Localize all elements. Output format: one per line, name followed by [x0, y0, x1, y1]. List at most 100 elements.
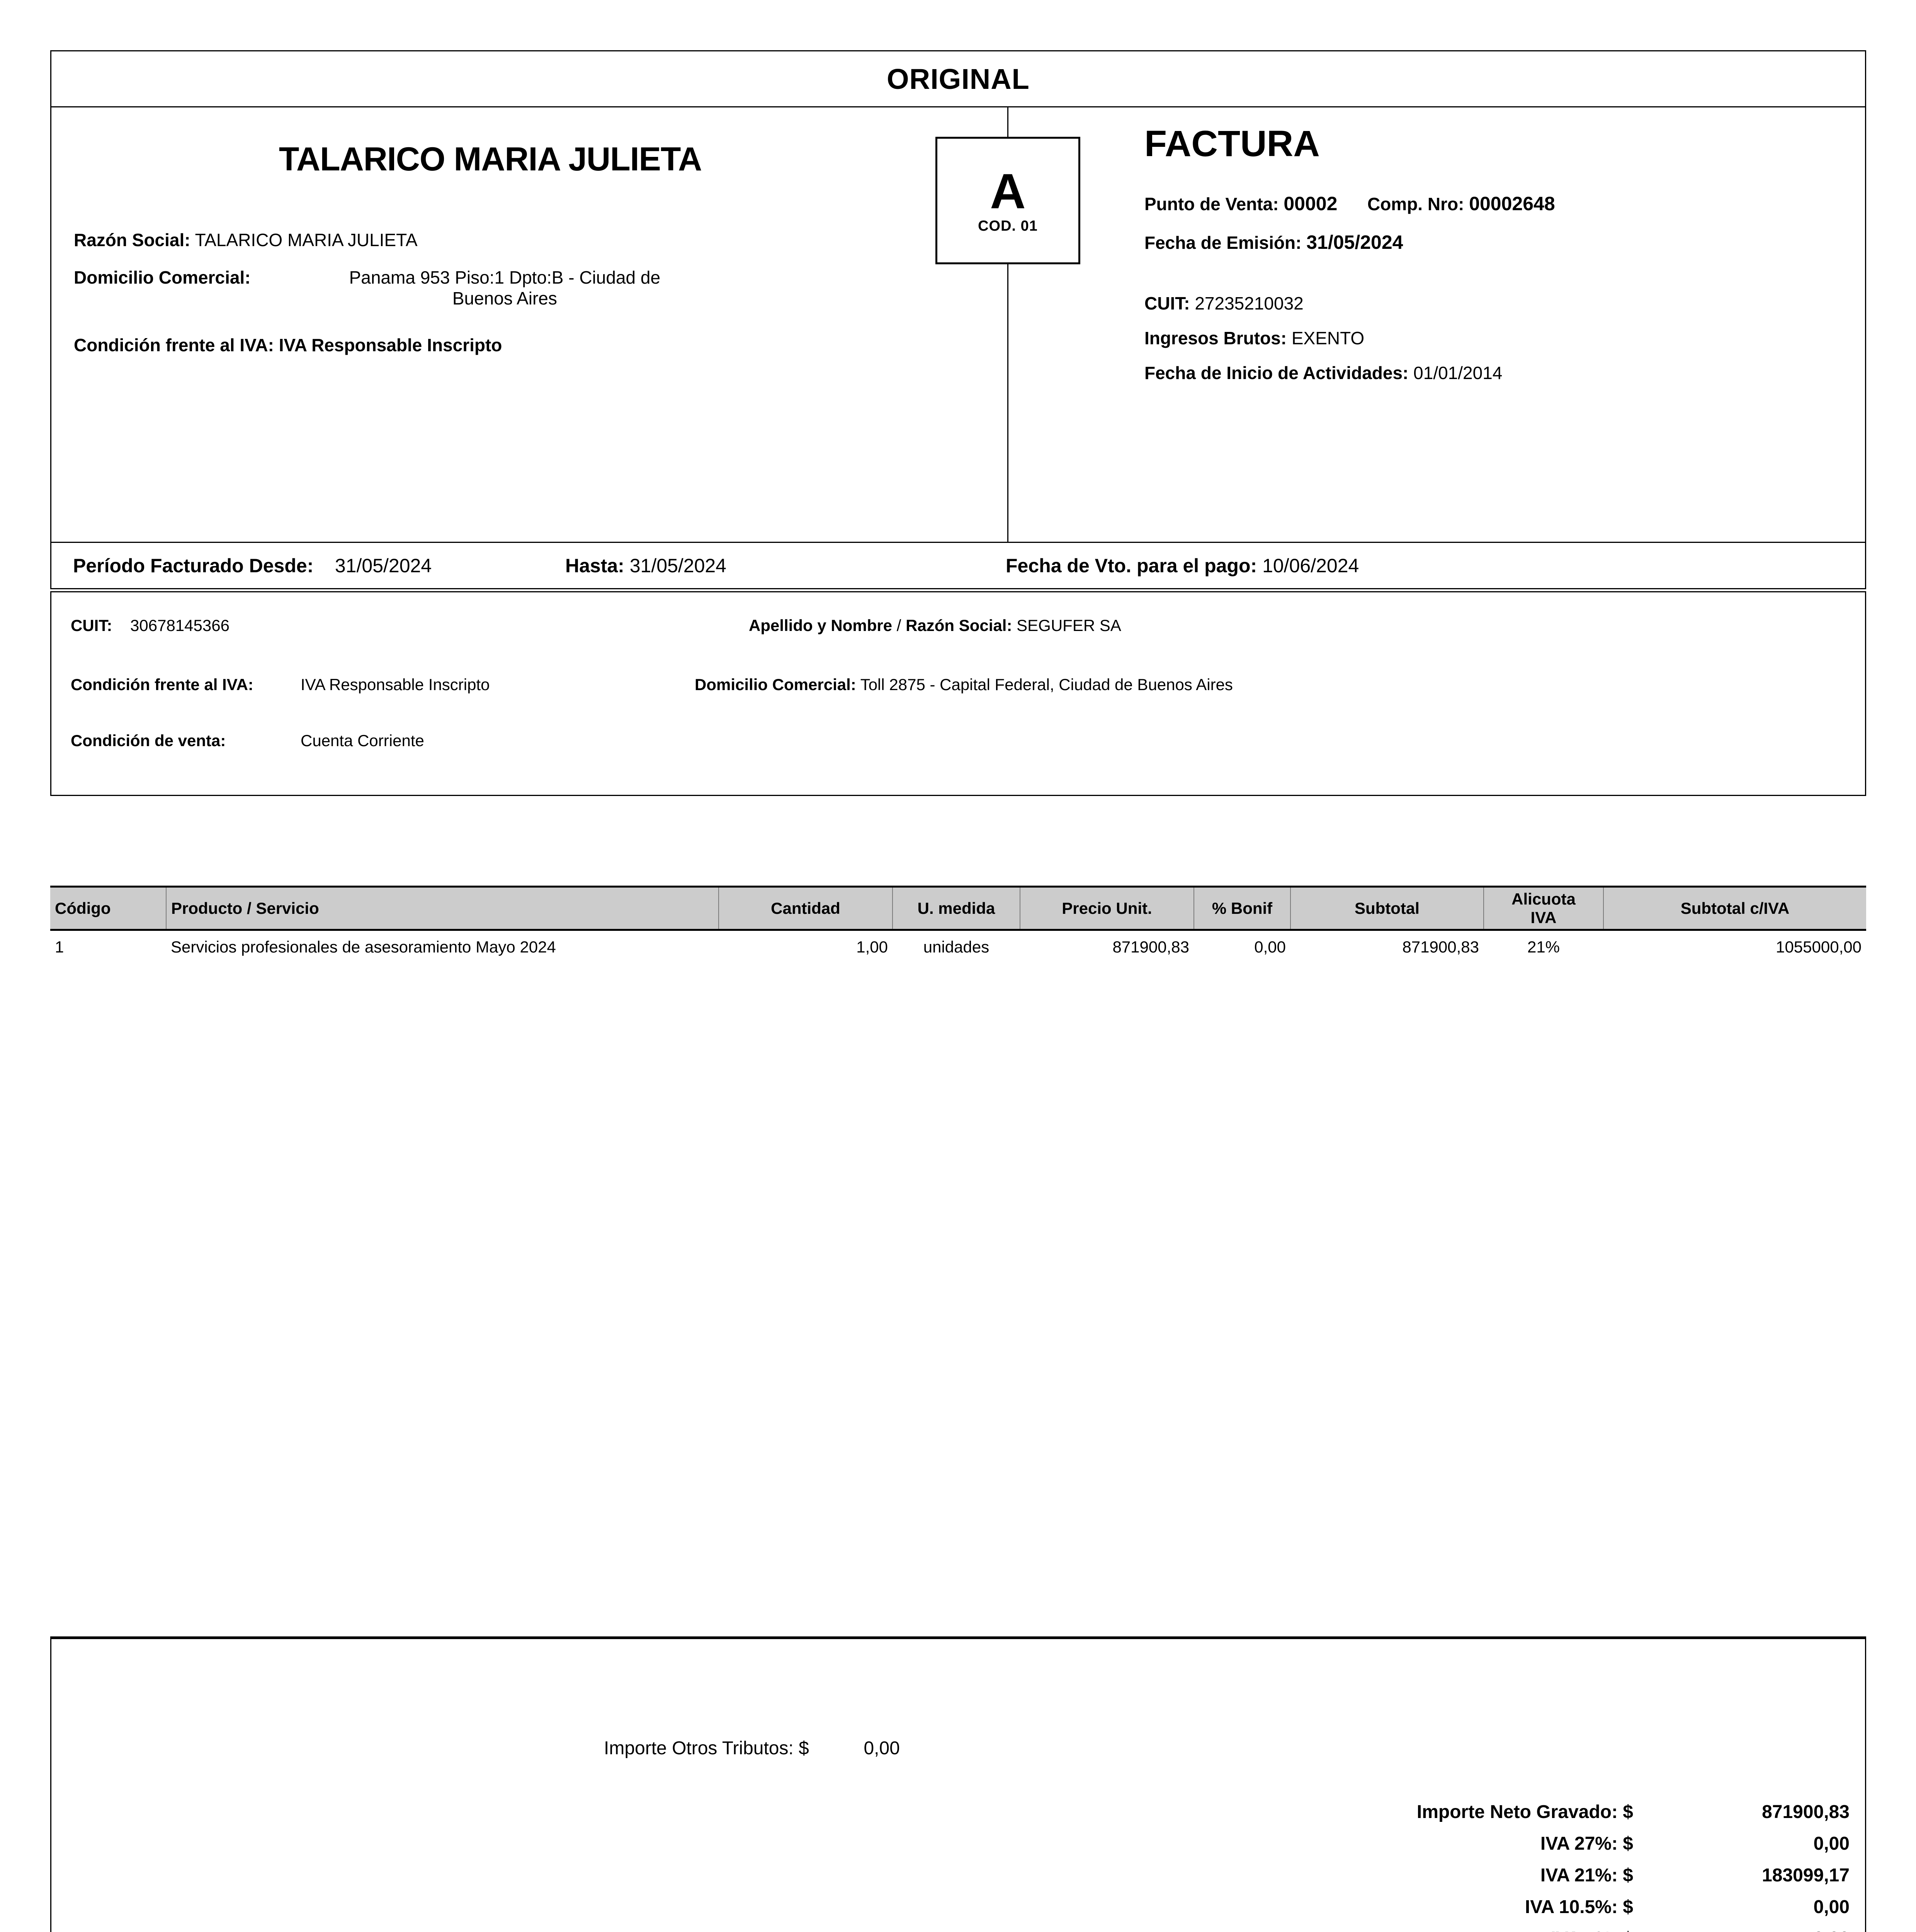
- table-row: 1 Servicios profesionales de asesoramien…: [50, 930, 1866, 957]
- col-header-precio-unit: Precio Unit.: [1020, 886, 1194, 931]
- cell-producto: Servicios profesionales de asesoramiento…: [171, 938, 556, 956]
- total-value-iva5: 0,00: [1633, 1928, 1850, 1932]
- header-vertical-divider: [1007, 107, 1008, 543]
- customer-address-row: Domicilio Comercial: Toll 2875 - Capital…: [695, 675, 1233, 694]
- fecha-emision-label: Fecha de Emisión:: [1144, 233, 1302, 253]
- comprobante-block: FACTURA Punto de Venta: 00002 Comp. Nro:…: [1008, 107, 1866, 543]
- total-label-iva21: IVA 21%: $: [1540, 1865, 1633, 1886]
- customer-sale-condition-label-wrap: Condición de venta:: [71, 731, 226, 750]
- col-header-alicuota-line2: IVA: [1530, 908, 1557, 927]
- customer-address-value: Toll 2875 - Capital Federal, Ciudad de B…: [860, 675, 1233, 694]
- customer-cuit-value: 30678145366: [130, 616, 230, 634]
- totals-box: Importe Otros Tributos: $ 0,00 Importe N…: [50, 1636, 1866, 1932]
- fecha-emision-value: 31/05/2024: [1306, 231, 1403, 253]
- otros-tributos-inline-label: Importe Otros Tributos: $: [604, 1738, 809, 1759]
- issuer-razon-social-label: Razón Social:: [74, 230, 190, 250]
- col-header-alicuota-line1: Alicuota: [1511, 889, 1576, 908]
- col-header-subtotal: Subtotal: [1290, 886, 1484, 931]
- punto-venta-label: Punto de Venta:: [1144, 194, 1279, 214]
- customer-cuit-label: CUIT:: [71, 616, 112, 634]
- fecha-emision-row: Fecha de Emisión: 31/05/2024: [1144, 231, 1403, 253]
- total-label-iva105: IVA 10.5%: $: [1525, 1897, 1633, 1917]
- punto-venta-value: 00002: [1284, 193, 1338, 214]
- customer-name-value: SEGUFER SA: [1017, 616, 1121, 634]
- cell-umedida: unidades: [923, 938, 989, 956]
- col-header-subtotal-civa: Subtotal c/IVA: [1603, 886, 1866, 931]
- issuer-address-line2: Buenos Aires: [452, 288, 557, 308]
- comp-nro-value: 00002648: [1469, 193, 1555, 214]
- periodo-hasta-value: 31/05/2024: [629, 554, 726, 577]
- document-title: FACTURA: [1144, 123, 1320, 164]
- customer-iva-condition-label-wrap: Condición frente al IVA:: [71, 675, 253, 694]
- issuer-razon-social-value: TALARICO MARIA JULIETA: [195, 230, 418, 250]
- issuer-cuit-row: CUIT: 27235210032: [1144, 293, 1304, 314]
- vto-pago-label: Fecha de Vto. para el pago:: [1006, 554, 1257, 577]
- total-row-neto: Importe Neto Gravado: $ 871900,83: [1038, 1801, 1850, 1833]
- total-row-iva21: IVA 21%: $ 183099,17: [1038, 1865, 1850, 1896]
- issuer-address-line1: Panama 953 Piso:1 Dpto:B - Ciudad de: [349, 267, 661, 287]
- customer-sale-condition-value-wrap: Cuenta Corriente: [301, 731, 424, 750]
- total-value-neto: 871900,83: [1762, 1802, 1850, 1822]
- cell-cantidad: 1,00: [856, 938, 888, 956]
- customer-iva-condition-label: Condición frente al IVA:: [71, 675, 253, 694]
- customer-iva-condition-value-wrap: IVA Responsable Inscripto: [301, 675, 490, 694]
- total-label-iva27: IVA 27%: $: [1540, 1833, 1633, 1854]
- invoice-type-letter: A: [990, 163, 1026, 219]
- periodo-hasta-row: Hasta: 31/05/2024: [565, 554, 726, 577]
- customer-sale-condition-value: Cuenta Corriente: [301, 731, 424, 750]
- customer-name-label-2: Razón Social:: [906, 616, 1012, 634]
- invoice-type-code: COD. 01: [978, 218, 1038, 234]
- total-value-iva27: 0,00: [1813, 1833, 1850, 1854]
- comp-nro-label: Comp. Nro:: [1367, 194, 1464, 214]
- otros-tributos-inline-value: 0,00: [864, 1738, 900, 1759]
- header-columns: TALARICO MARIA JULIETA Razón Social: TAL…: [51, 107, 1865, 543]
- fecha-inicio-value: 01/01/2014: [1413, 363, 1503, 383]
- cell-alicuota-iva: 21%: [1527, 938, 1560, 956]
- customer-cuit-row: CUIT: 30678145366: [71, 616, 230, 635]
- cell-bonif: 0,00: [1254, 938, 1286, 956]
- periodo-facturado-box: Período Facturado Desde: 31/05/2024 Hast…: [50, 543, 1866, 589]
- periodo-desde-label: Período Facturado Desde:: [73, 554, 314, 577]
- ingresos-brutos-row: Ingresos Brutos: EXENTO: [1144, 328, 1364, 349]
- issuer-address-row: Domicilio Comercial: Panama 953 Piso:1 D…: [74, 267, 986, 309]
- ingresos-brutos-value: EXENTO: [1291, 328, 1365, 348]
- invoice-header: ORIGINAL TALARICO MARIA JULIETA Razón So…: [50, 50, 1866, 543]
- punto-venta-row: Punto de Venta: 00002 Comp. Nro: 0000264…: [1144, 192, 1555, 215]
- issuer-block: TALARICO MARIA JULIETA Razón Social: TAL…: [51, 107, 1007, 543]
- issuer-cuit-value: 27235210032: [1195, 293, 1304, 313]
- issuer-iva-condition-value: IVA Responsable Inscripto: [279, 335, 502, 355]
- col-header-producto: Producto / Servicio: [166, 886, 719, 931]
- customer-address-label: Domicilio Comercial:: [695, 675, 856, 694]
- customer-name-row: Apellido y Nombre / Razón Social: SEGUFE…: [749, 616, 1121, 635]
- otros-tributos-inline-row: Importe Otros Tributos: $ 0,00: [604, 1738, 949, 1759]
- total-value-iva105: 0,00: [1813, 1897, 1850, 1917]
- vto-pago-row: Fecha de Vto. para el pago: 10/06/2024: [1006, 554, 1359, 577]
- col-header-bonif: % Bonif: [1193, 886, 1291, 931]
- total-label-iva5: IVA 5%: $: [1551, 1928, 1633, 1932]
- col-header-cantidad: Cantidad: [718, 886, 893, 931]
- items-table-header-row: Código Producto / Servicio Cantidad U. m…: [50, 886, 1866, 931]
- invoice-type-box: A COD. 01: [935, 137, 1080, 264]
- invoice-page: ORIGINAL TALARICO MARIA JULIETA Razón So…: [50, 50, 1866, 1932]
- copy-type-band: ORIGINAL: [51, 51, 1865, 107]
- ingresos-brutos-label: Ingresos Brutos:: [1144, 328, 1287, 348]
- items-table-wrap: Código Producto / Servicio Cantidad U. m…: [50, 886, 1866, 956]
- total-value-iva21: 183099,17: [1762, 1865, 1850, 1886]
- cell-codigo: 1: [55, 938, 64, 956]
- vto-pago-value: 10/06/2024: [1262, 554, 1359, 577]
- issuer-iva-condition-row: Condición frente al IVA: IVA Responsable…: [74, 335, 502, 355]
- cell-subtotal: 871900,83: [1402, 938, 1479, 956]
- fecha-inicio-actividades-row: Fecha de Inicio de Actividades: 01/01/20…: [1144, 362, 1502, 383]
- issuer-razon-social-row: Razón Social: TALARICO MARIA JULIETA: [74, 230, 418, 250]
- total-row-iva27: IVA 27%: $ 0,00: [1038, 1833, 1850, 1865]
- issuer-name: TALARICO MARIA JULIETA: [279, 141, 702, 178]
- col-header-umedida: U. medida: [892, 886, 1020, 931]
- issuer-cuit-label: CUIT:: [1144, 293, 1190, 313]
- customer-name-label-sep: /: [892, 616, 906, 634]
- customer-iva-condition-value: IVA Responsable Inscripto: [301, 675, 490, 694]
- cell-subtotal-civa: 1055000,00: [1776, 938, 1862, 956]
- customer-box: CUIT: 30678145366 Apellido y Nombre / Ra…: [50, 591, 1866, 796]
- col-header-alicuota-iva: Alicuota IVA: [1483, 886, 1604, 931]
- periodo-hasta-label: Hasta:: [565, 554, 624, 577]
- total-row-iva5: IVA 5%: $ 0,00: [1038, 1928, 1850, 1932]
